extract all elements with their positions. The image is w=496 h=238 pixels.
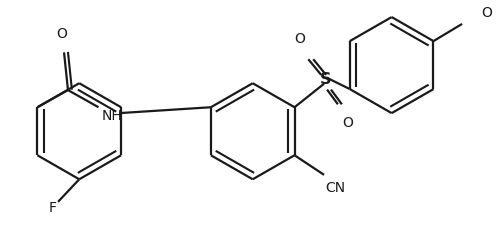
Text: S: S (320, 72, 332, 87)
Text: NH: NH (102, 109, 123, 123)
Text: CN: CN (325, 181, 346, 195)
Text: O: O (294, 32, 305, 46)
Text: O: O (56, 27, 67, 41)
Text: O: O (481, 6, 492, 20)
Text: F: F (48, 201, 56, 215)
Text: O: O (342, 116, 353, 130)
